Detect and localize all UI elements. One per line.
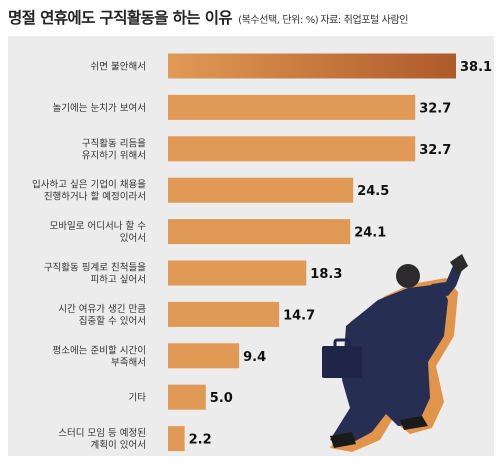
- category-label-4-line-2: 진행하거나 할 예정이라서: [44, 191, 146, 203]
- bar-5: [168, 219, 351, 245]
- category-label-2: 놀기에는 눈치가 보여서: [53, 102, 146, 114]
- value-label-9: 5.0: [210, 391, 233, 406]
- running-businessman-with-briefcase-icon: [322, 254, 468, 452]
- category-label-10-line-2: 계획이 있어서: [91, 439, 146, 451]
- chart-source: 자료: 취업포털 사람인: [320, 15, 409, 26]
- bar-9: [168, 384, 206, 410]
- value-label-4: 24.5: [357, 184, 389, 199]
- category-label-5-line-2: 있어서: [120, 232, 146, 244]
- category-label-9: 기타: [129, 393, 147, 404]
- bar-8: [168, 343, 240, 369]
- bar-4: [168, 177, 354, 203]
- category-label-1: 쉬면 불안해서: [91, 61, 146, 73]
- bars-group: 38.1 쉬면 불안해서 32.7 놀기에는 눈치가 보여서 32.7 구직활동 리듬을유…: [32, 53, 492, 452]
- bar-1: [168, 53, 456, 79]
- value-label-1: 38.1: [460, 60, 492, 75]
- category-label-3-line-2: 유지하기 위해서: [82, 149, 146, 161]
- value-label-7: 14.7: [283, 308, 315, 323]
- value-label-10: 2.2: [189, 433, 212, 448]
- chart-title: 명절 연휴에도 구직활동을 하는 이유: [8, 9, 233, 27]
- bar-7: [168, 301, 280, 327]
- value-label-5: 24.1: [354, 226, 386, 241]
- bar-10: [168, 426, 185, 452]
- category-label-10-line-1: 스터디 모임 등 예정된: [58, 427, 146, 439]
- category-label-7-line-1: 시간 여유가 생긴 만큼: [58, 303, 146, 315]
- category-label-4-line-1: 입사하고 싶은 기업이 채용을: [32, 179, 146, 191]
- category-label-8-line-1: 평소에는 준비할 시간이: [53, 345, 146, 356]
- value-label-8: 9.4: [243, 350, 266, 365]
- bar-6: [168, 260, 307, 286]
- value-label-3: 32.7: [419, 143, 451, 158]
- category-label-3-line-1: 구직활동 리듬을: [82, 137, 146, 149]
- value-label-6: 18.3: [310, 267, 342, 282]
- category-label-6-line-2: 피하고 싶어서: [91, 274, 146, 286]
- bar-3: [168, 136, 416, 162]
- value-label-2: 32.7: [419, 101, 451, 116]
- bar-2: [168, 94, 416, 120]
- category-label-6-line-1: 구직활동 핑계로 친척들을: [44, 262, 146, 274]
- category-label-8-line-2: 부족해서: [111, 356, 146, 368]
- chart-title-row: 명절 연휴에도 구직활동을 하는 이유 (복수선택, 단위: %) 자료: 취업…: [8, 6, 408, 34]
- chart-subtitle: (복수선택, 단위: %): [238, 15, 319, 26]
- category-label-7-line-2: 집중할 수 있어서: [79, 315, 146, 327]
- category-label-5-line-1: 모바일로 어디서나 할 수: [50, 221, 147, 232]
